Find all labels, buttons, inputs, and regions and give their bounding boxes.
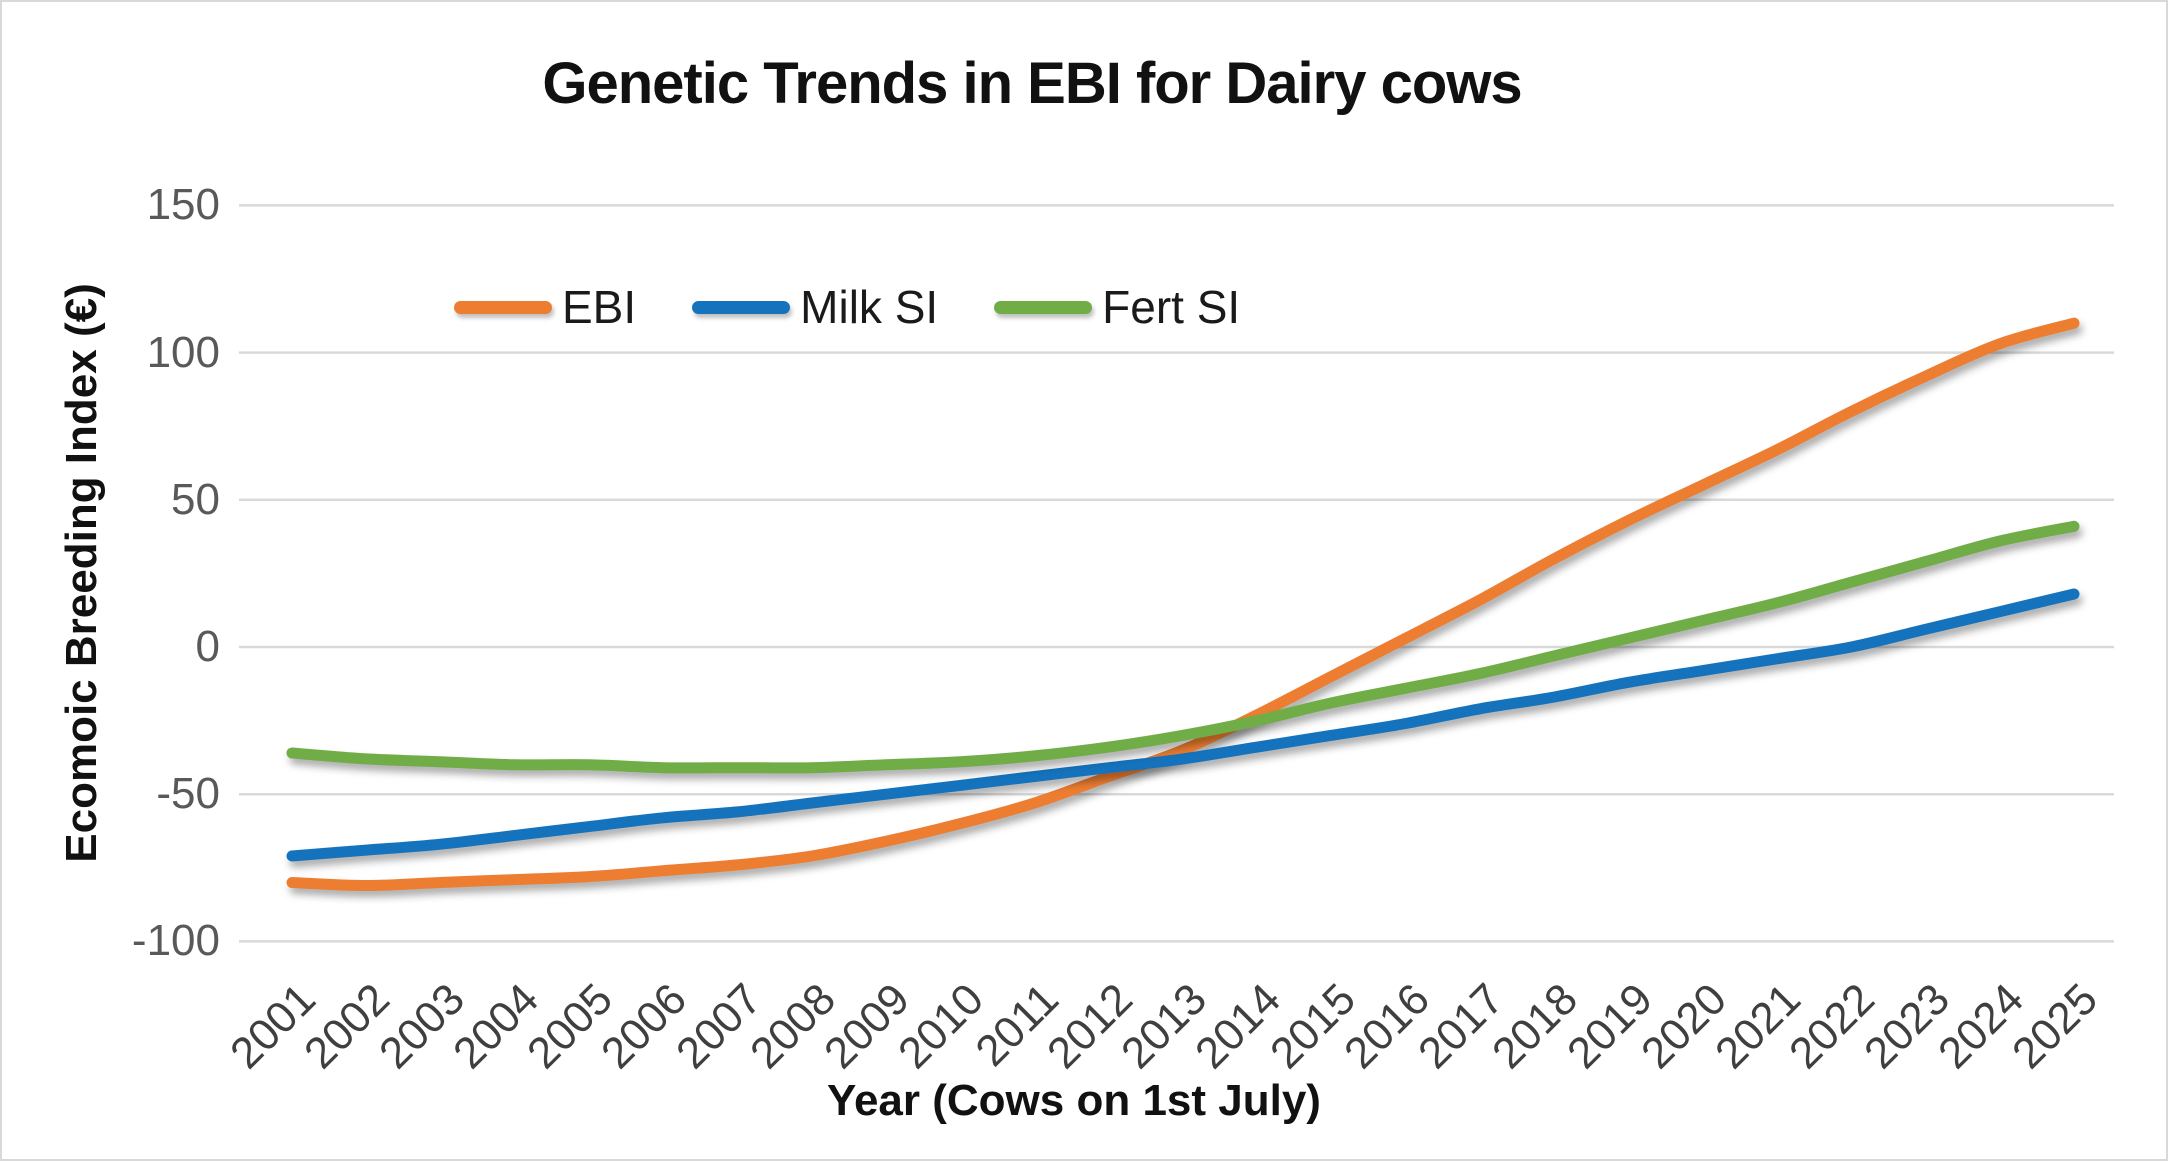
series-line-fert-si bbox=[286, 520, 2080, 774]
legend-swatch-icon bbox=[692, 300, 791, 314]
legend-label: Milk SI bbox=[800, 281, 939, 333]
legend-swatch-icon bbox=[994, 300, 1093, 314]
legend-swatch-icon bbox=[454, 300, 552, 314]
x-axis-title: Year (Cows on 1st July) bbox=[827, 1076, 1321, 1125]
legend: EBI Milk SI Fert SI bbox=[454, 280, 1296, 334]
series-line-ebi bbox=[286, 317, 2080, 891]
y-tick-label: 50 bbox=[171, 474, 220, 524]
series-line-milk-si bbox=[286, 588, 2080, 862]
y-tick-label: 100 bbox=[146, 327, 220, 377]
y-tick-label: 0 bbox=[195, 622, 220, 671]
legend-item-ebi: EBI bbox=[454, 280, 636, 334]
chart-title: Genetic Trends in EBI for Dairy cows bbox=[542, 51, 1522, 116]
y-tick-label: -100 bbox=[131, 916, 220, 966]
legend-label: Fert SI bbox=[1102, 281, 1241, 333]
legend-item-milk-si: Milk SI bbox=[692, 280, 938, 334]
legend-item-fert-si: Fert SI bbox=[994, 280, 1240, 334]
y-tick-label: -50 bbox=[156, 769, 220, 819]
y-tick-label: 150 bbox=[146, 180, 220, 230]
legend-label: EBI bbox=[562, 281, 637, 333]
y-axis-title: Ecomoic Breeding Index (€) bbox=[57, 283, 106, 863]
